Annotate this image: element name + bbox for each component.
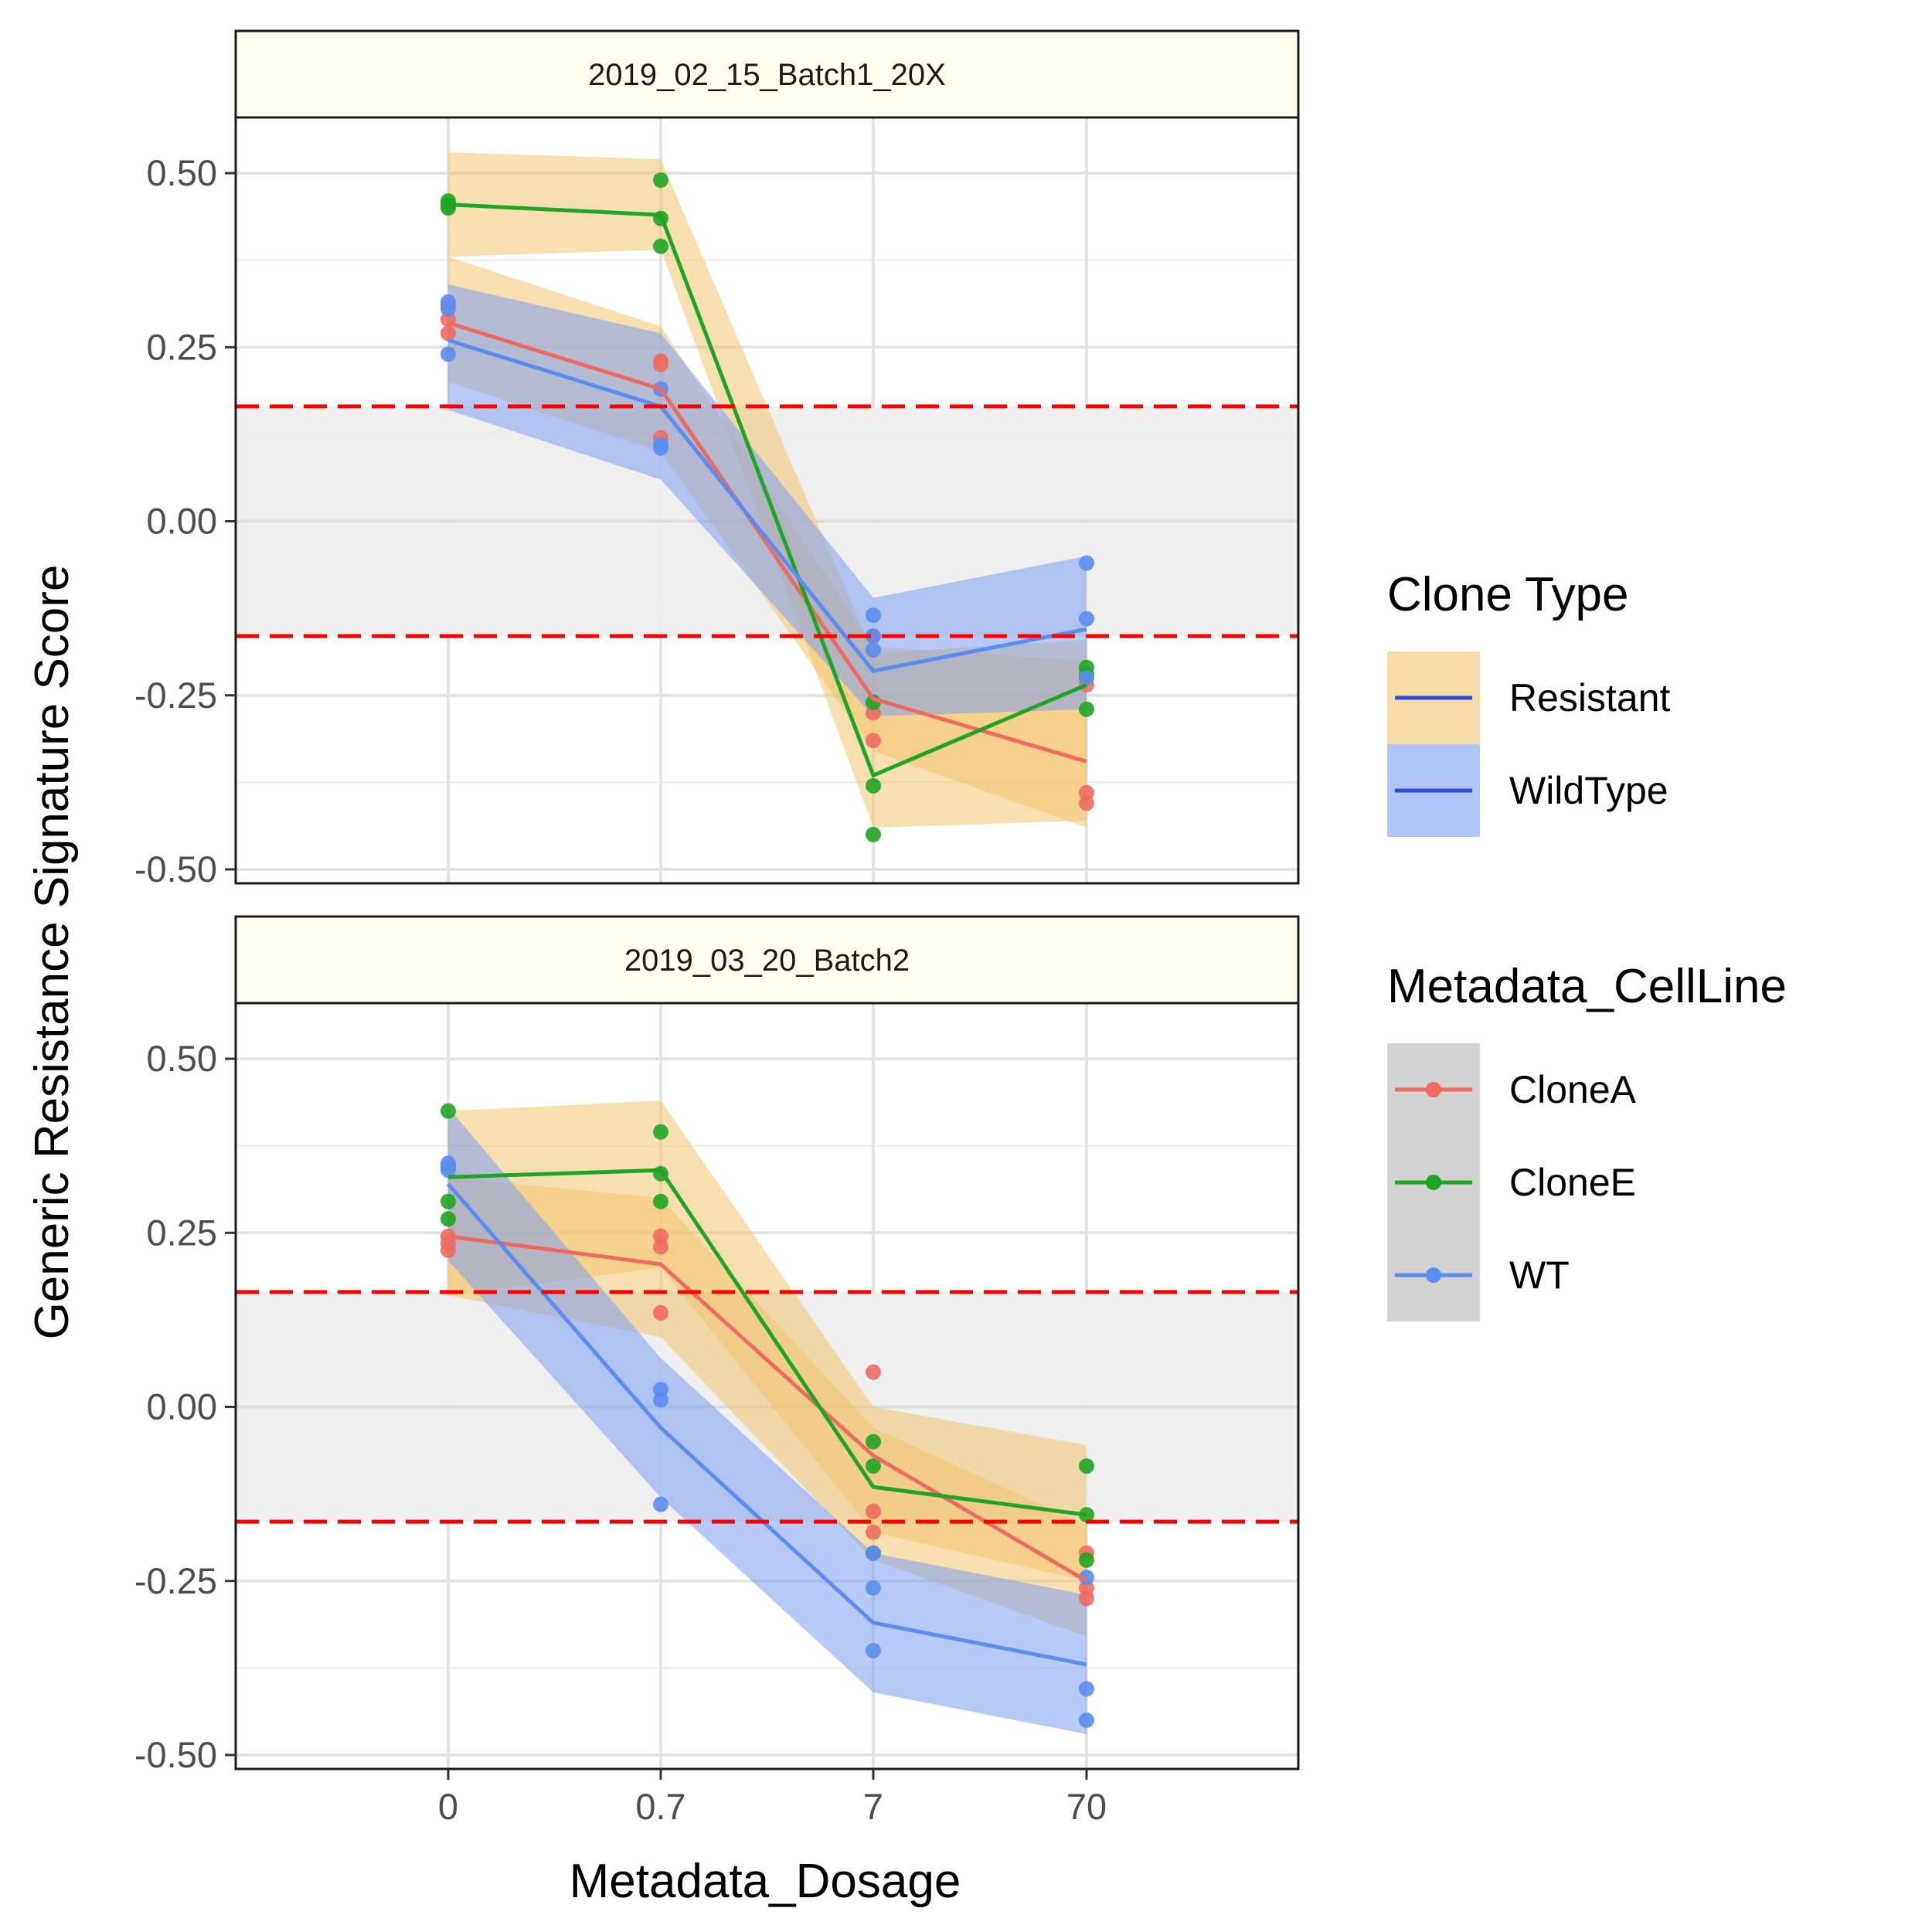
legend-key-point-wt	[1426, 1267, 1441, 1283]
series-line-wt	[447, 338, 1087, 673]
data-point-wt	[440, 1162, 456, 1179]
confidence-band-wildtype	[448, 1107, 1087, 1734]
x-tick-label: 70	[1066, 1786, 1107, 1827]
legend-label-clonee: CloneE	[1509, 1161, 1636, 1204]
data-point-clonee	[653, 238, 668, 254]
legend-label-wildtype: WildType	[1509, 769, 1668, 812]
series-line-clonee	[447, 1168, 1087, 1517]
data-point-wt	[866, 642, 881, 658]
data-point-wt	[1079, 1570, 1094, 1586]
data-point-clonea	[866, 1524, 881, 1540]
data-point-clonea	[866, 733, 881, 749]
data-point-clonee	[1079, 701, 1094, 717]
data-point-wt	[866, 1580, 881, 1596]
data-point-wt	[1079, 1712, 1094, 1728]
data-point-wt	[1079, 555, 1094, 571]
legend-title-clone-type: Clone Type	[1387, 568, 1629, 621]
data-point-clonee	[866, 826, 881, 842]
x-axis-title: Metadata_Dosage	[570, 1855, 961, 1908]
data-point-clonea	[653, 356, 668, 372]
data-point-clonea	[866, 1364, 881, 1380]
legend-label-resistant: Resistant	[1509, 676, 1671, 719]
y-tick-label: -0.25	[134, 1560, 217, 1601]
data-point-wt	[866, 1642, 881, 1658]
facet-panel-2: 2019_03_20_Batch2 0.50 0.25 0.00 -0.25 -0.50	[134, 915, 1300, 1775]
data-point-clonee	[866, 1434, 881, 1450]
panel-border	[234, 1002, 1300, 1770]
legend-key-point-clonee	[1426, 1175, 1441, 1190]
y-tick-label: 0.50	[147, 1038, 217, 1079]
x-tick-label: 0.7	[635, 1786, 685, 1827]
data-point-wt	[440, 301, 456, 317]
y-tick-label: 0.50	[147, 152, 217, 193]
legend-layer: Clone Type Resistant WildType Metadata_Cell…	[1387, 568, 1787, 1321]
y-tick-label: 0.00	[147, 1386, 217, 1427]
series-line-clonea	[447, 1234, 1088, 1583]
data-point-clonee	[866, 1458, 881, 1475]
series-line-clonee	[447, 202, 1087, 778]
data-point-clonee	[653, 172, 668, 189]
legend-title-cellline: Metadata_CellLine	[1387, 960, 1787, 1013]
series-line-wt	[447, 1182, 1087, 1667]
data-point-wt	[866, 628, 881, 645]
data-point-wt	[653, 440, 668, 456]
y-tick-label: -0.50	[134, 1734, 217, 1775]
facet-strip-title: 2019_02_15_Batch1_20X	[588, 58, 946, 92]
data-point-clonea	[440, 1242, 456, 1258]
data-point-clonee	[653, 1124, 668, 1140]
x-tick-label: 0	[438, 1786, 458, 1827]
data-point-wt	[1079, 611, 1094, 627]
panels-layer: 2019_02_15_Batch1_20X 0.50 0.25 0.00 -0.25 -0…	[134, 29, 1300, 1775]
y-tick-label: 0.25	[147, 1212, 217, 1253]
data-point-wt	[653, 1496, 668, 1512]
data-point-wt	[866, 1545, 881, 1561]
y-tick-label: 0.25	[147, 326, 217, 367]
data-point-clonee	[866, 777, 881, 794]
x-axis-ticks: 0 0.7 7 70	[438, 1769, 1107, 1827]
data-point-clonea	[866, 1503, 881, 1519]
facet-strip	[234, 29, 1300, 119]
data-point-wt	[440, 346, 456, 362]
legend-label-wt: WT	[1509, 1253, 1570, 1297]
panel-border	[234, 116, 1300, 885]
y-tick-label: -0.50	[134, 849, 217, 889]
data-point-wt	[653, 1392, 668, 1408]
data-point-clonee	[440, 200, 456, 216]
data-point-clonea	[653, 1304, 668, 1321]
x-tick-label: 7	[863, 1786, 883, 1827]
data-point-clonee	[1079, 1458, 1094, 1475]
data-point-wt	[1079, 670, 1094, 686]
data-point-clonea	[653, 1239, 668, 1255]
data-point-clonee	[440, 1193, 456, 1209]
y-tick-label: -0.25	[134, 675, 217, 716]
data-point-clonea	[1079, 1590, 1094, 1607]
data-point-clonee	[1079, 1552, 1094, 1568]
legend-label-clonea: CloneA	[1509, 1068, 1637, 1111]
data-point-wt	[866, 607, 881, 624]
data-point-clonea	[1079, 795, 1094, 811]
data-point-clonee	[440, 1103, 456, 1119]
legend-key-point-clonea	[1426, 1082, 1441, 1097]
data-point-clonee	[653, 1193, 668, 1209]
data-point-clonea	[440, 325, 456, 342]
facet-panel-1: 2019_02_15_Batch1_20X 0.50 0.25 0.00 -0.25 -0…	[134, 29, 1300, 889]
data-point-clonee	[440, 1211, 456, 1227]
facet-strip-title: 2019_03_20_Batch2	[624, 944, 910, 978]
y-tick-label: 0.00	[147, 501, 217, 542]
data-point-wt	[1079, 1681, 1094, 1697]
y-axis-title: Generic Resistance Signature Score	[26, 565, 79, 1340]
